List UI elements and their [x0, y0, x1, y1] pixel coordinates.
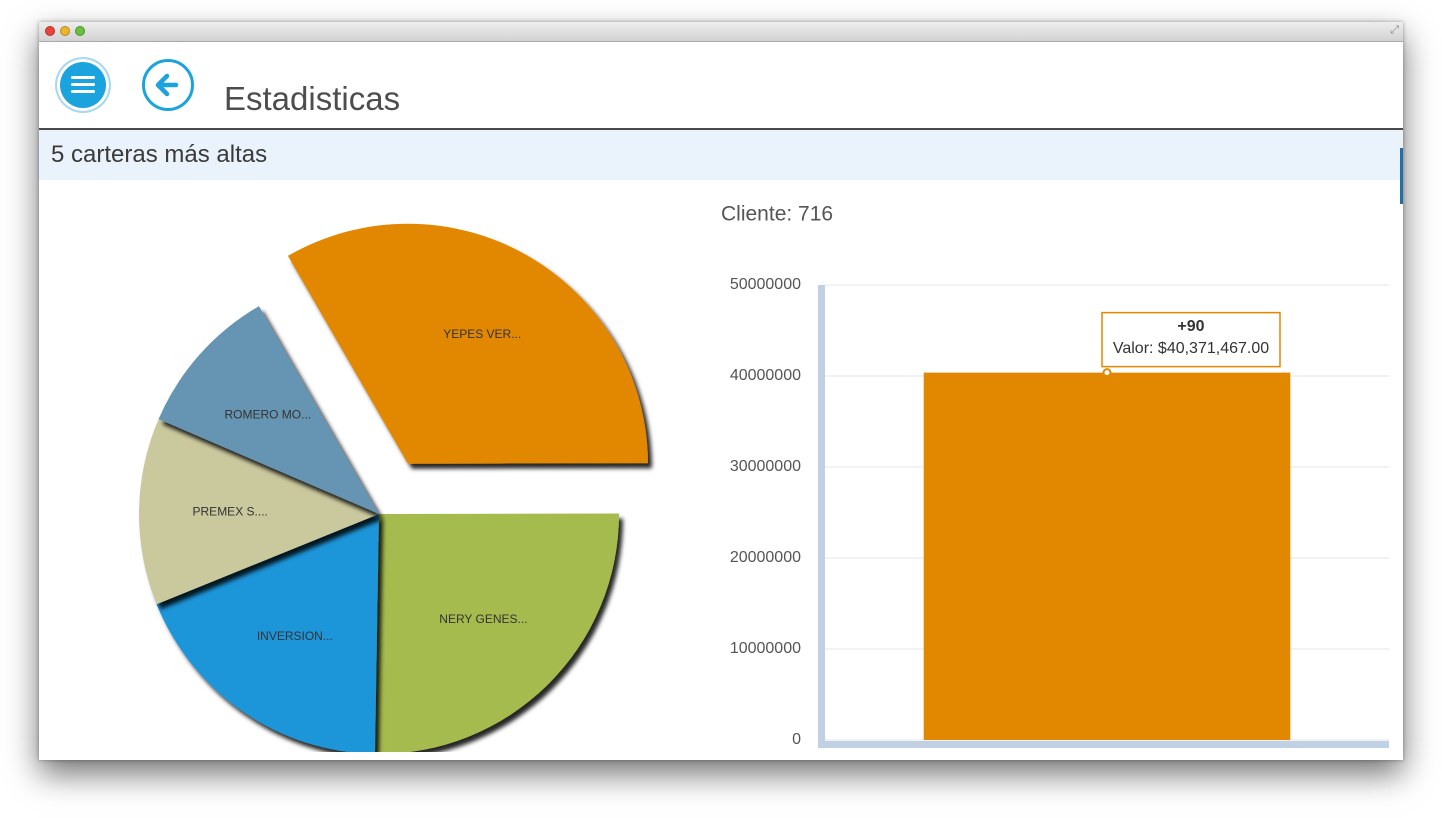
tooltip-anchor-point: [1102, 368, 1112, 378]
pie-slice[interactable]: [158, 306, 379, 514]
y-tick-label: 50000000: [730, 276, 801, 293]
bar-tooltip: +90 Valor: $40,371,467.00: [1101, 311, 1281, 368]
bar-chart: Cliente: 716 0 10000000 20000000 30000000 400…: [721, 203, 1389, 748]
minimize-window-button[interactable]: [60, 26, 70, 36]
y-tick-label: 30000000: [730, 458, 801, 475]
pie-slice-label: NERY GENES...: [439, 612, 527, 626]
zoom-window-button[interactable]: [75, 26, 85, 36]
bar[interactable]: [923, 372, 1291, 740]
app-window: ⤢ Estadisticas 5 carteras más altas YEPE…: [39, 22, 1403, 760]
pie-slice[interactable]: [287, 223, 648, 464]
window-titlebar: ⤢: [39, 22, 1403, 42]
tooltip-value: Valor: $40,371,467.00: [1113, 340, 1269, 357]
expand-icon[interactable]: ⤢: [1390, 24, 1399, 36]
pie-slice-label: PREMEX S....: [193, 505, 268, 519]
pie-chart: YEPES VER... NERY GENES... INVERSION... PRE…: [139, 223, 648, 752]
y-tick-label: 20000000: [730, 549, 801, 566]
pie-slice-label: YEPES VER...: [443, 327, 521, 341]
y-tick-label: 10000000: [730, 640, 801, 657]
close-window-button[interactable]: [45, 26, 55, 36]
pie-slice[interactable]: [156, 514, 379, 752]
pie-slice[interactable]: [139, 419, 379, 605]
chart-title: Cliente: 716: [721, 203, 833, 226]
y-tick-label: 40000000: [730, 367, 801, 384]
pie-slice[interactable]: [375, 513, 619, 752]
x-axis: [825, 741, 1389, 748]
y-tick-label: 0: [792, 731, 801, 748]
back-button[interactable]: [142, 59, 194, 111]
section-header: 5 carteras más altas: [39, 130, 1403, 180]
page-title: Estadisticas: [224, 80, 401, 117]
section-title: 5 carteras más altas: [51, 141, 268, 168]
arrow-left-icon: [155, 73, 179, 97]
y-axis: [818, 285, 825, 748]
tooltip-title: +90: [1177, 318, 1204, 335]
hamburger-menu-icon[interactable]: [57, 59, 109, 111]
app-header: Estadisticas: [39, 42, 1403, 130]
pie-slice-label: ROMERO MO...: [224, 407, 311, 421]
scroll-accent: [1400, 148, 1403, 204]
pie-slice-label: INVERSION...: [257, 629, 333, 643]
